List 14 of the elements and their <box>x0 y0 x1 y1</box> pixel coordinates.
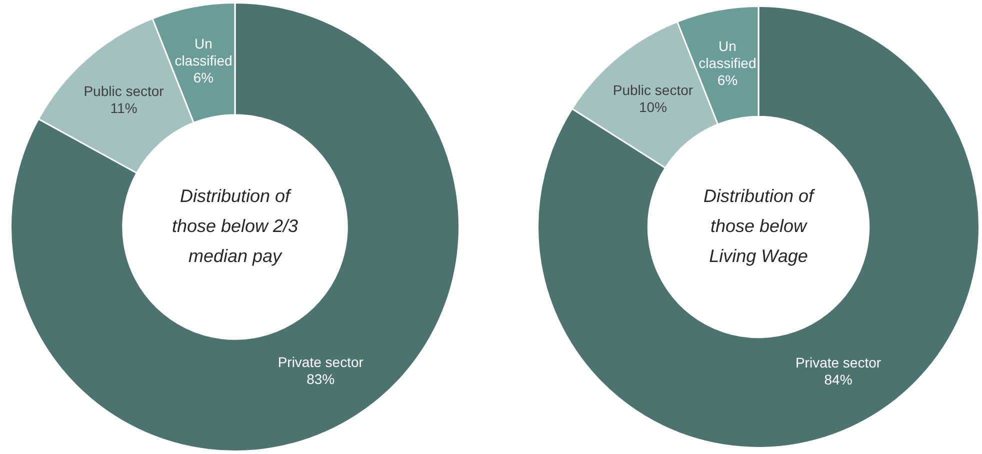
data-label: 10% <box>638 98 667 115</box>
slice-label: Private sector <box>278 354 364 370</box>
data-label: 84% <box>824 371 852 388</box>
data-label: 11% <box>110 100 138 116</box>
slice-label: Public sector <box>84 83 164 100</box>
slice-label: Un classified <box>698 38 756 72</box>
text: Distribution of those below 2/3 median pay <box>172 186 298 266</box>
data-label: 6% <box>717 72 738 88</box>
data-label: 83% <box>306 371 335 388</box>
data-label: 6% <box>193 70 214 86</box>
slice-label: Private sector <box>795 354 882 370</box>
text: Distribution of those below Living Wage <box>703 186 816 266</box>
slice-label: Un classified <box>174 36 232 69</box>
slice-label: Public sector <box>612 82 694 98</box>
